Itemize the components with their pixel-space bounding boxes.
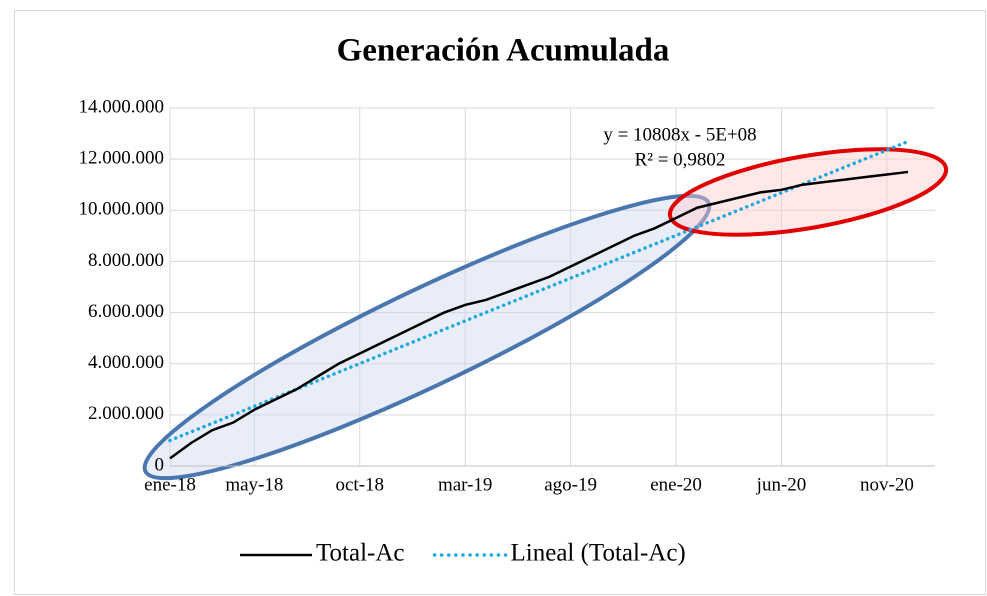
x-tick-label: mar-19 <box>438 474 493 495</box>
y-tick-label: 4.000.000 <box>88 352 164 373</box>
y-tick-label: 6.000.000 <box>88 301 164 322</box>
x-tick-label: jun-20 <box>756 474 807 495</box>
x-tick-label: nov-20 <box>860 474 914 495</box>
chart-title: Generación Acumulada <box>337 33 670 69</box>
trend-r2: R² = 0,9802 <box>635 149 726 170</box>
y-tick-label: 14.000.000 <box>79 96 165 117</box>
x-tick-label: ene-18 <box>144 474 196 495</box>
series-line <box>169 170 909 460</box>
y-tick-label: 0 <box>155 454 165 475</box>
y-tick-label: 2.000.000 <box>88 403 164 424</box>
trend-equation: y = 10808x - 5E+08 <box>603 124 756 145</box>
legend-label: Total-Ac <box>316 540 405 567</box>
y-tick-label: 12.000.000 <box>79 148 165 169</box>
y-tick-label: 10.000.000 <box>79 199 165 220</box>
x-tick-label: ago-19 <box>544 474 597 495</box>
highlight-ellipse <box>667 147 949 237</box>
x-tick-label: ene-20 <box>650 474 702 495</box>
legend-label: Lineal (Total-Ac) <box>511 540 686 567</box>
x-tick-label: oct-18 <box>335 474 384 495</box>
y-tick-label: 8.000.000 <box>88 250 164 271</box>
x-tick-label: may-18 <box>225 474 283 495</box>
